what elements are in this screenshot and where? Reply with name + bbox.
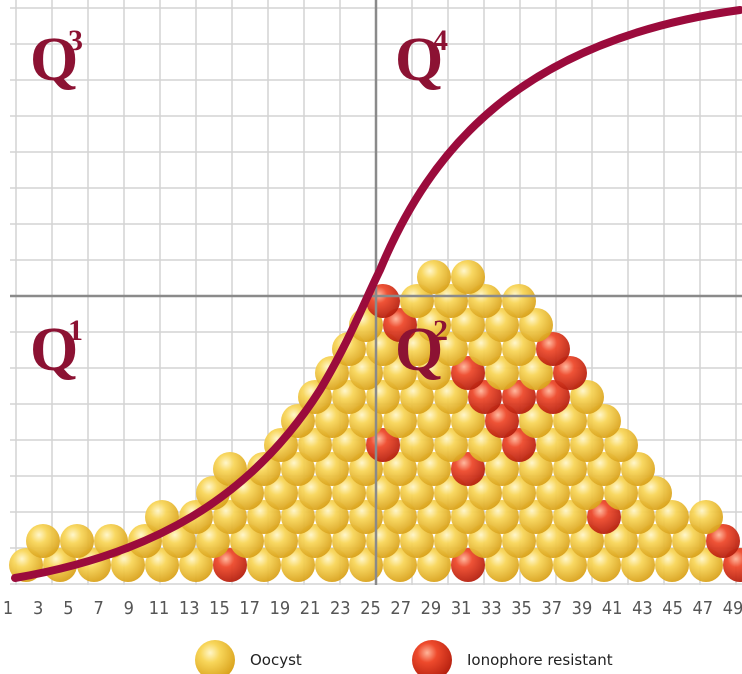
legend: Oocyst Ionophore resistant xyxy=(195,640,613,674)
oocyst xyxy=(451,260,485,294)
oocyst xyxy=(689,500,723,534)
x-label: 31 xyxy=(451,598,472,619)
body: Q3Q4Q1Q2 1357911131517192123252729313335… xyxy=(0,0,742,674)
x-label: 7 xyxy=(93,598,103,619)
x-label: 35 xyxy=(511,598,532,619)
x-label: 11 xyxy=(149,598,170,619)
oocyst xyxy=(417,260,451,294)
x-label: 37 xyxy=(541,598,562,619)
x-label: 3 xyxy=(33,598,43,619)
x-label: 47 xyxy=(692,598,713,619)
legend-label: Ionophore resistant xyxy=(467,651,613,669)
quadrant-index: 4 xyxy=(433,24,448,57)
x-label: 17 xyxy=(239,598,260,619)
x-label: 27 xyxy=(390,598,411,619)
x-label: 41 xyxy=(602,598,623,619)
x-label: 21 xyxy=(300,598,321,619)
x-label: 23 xyxy=(330,598,351,619)
x-label: 1 xyxy=(3,598,13,619)
x-label: 39 xyxy=(572,598,593,619)
x-label: 43 xyxy=(632,598,653,619)
quadrant-index: 2 xyxy=(433,314,448,347)
diagram: Q3Q4Q1Q2 1357911131517192123252729313335… xyxy=(0,0,742,674)
x-label: 9 xyxy=(124,598,134,619)
quadrant-index: 3 xyxy=(68,24,83,57)
legend-swatch xyxy=(195,640,235,674)
x-label: 33 xyxy=(481,598,502,619)
x-label: 49 xyxy=(723,598,742,619)
x-label: 15 xyxy=(209,598,230,619)
legend-swatch xyxy=(412,640,452,674)
x-label: 25 xyxy=(360,598,381,619)
quadrant-index: 1 xyxy=(68,314,83,347)
page: Oocyst diagram {"quadrants": [ {"letter"… xyxy=(0,0,742,674)
oocyst xyxy=(502,284,536,318)
x-label: 29 xyxy=(421,598,442,619)
x-label: 19 xyxy=(270,598,291,619)
oocyst xyxy=(26,524,60,558)
x-label: 13 xyxy=(179,598,200,619)
legend-label: Oocyst xyxy=(250,651,302,669)
oocyst xyxy=(60,524,94,558)
x-label: 45 xyxy=(662,598,683,619)
x-label: 5 xyxy=(63,598,73,619)
